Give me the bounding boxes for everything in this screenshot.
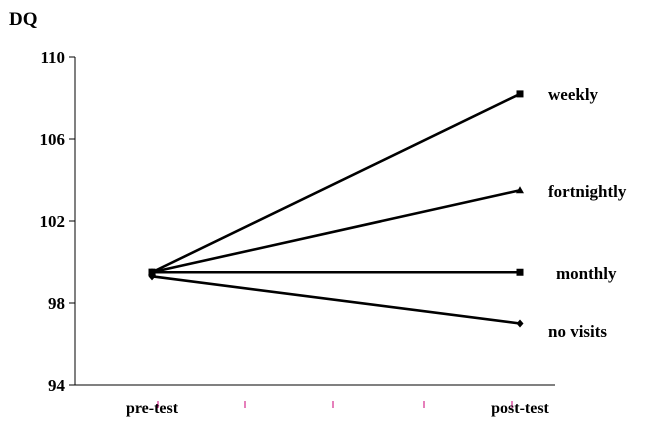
x-tick-label: post-test [491, 400, 549, 417]
y-tick-label: 102 [40, 212, 66, 231]
y-tick-label: 94 [48, 376, 66, 395]
series-fortnightly: fortnightly [148, 182, 627, 276]
data-point [516, 186, 524, 194]
y-ticks: 94 98 102 106 110 [40, 48, 75, 395]
series-line [151, 275, 521, 325]
series-line [151, 92, 521, 274]
data-point [516, 319, 524, 328]
data-point [516, 268, 524, 276]
series-group: weekly fortnightly monthly no visits [148, 85, 627, 341]
series-line [151, 188, 521, 274]
series-label: weekly [548, 85, 599, 104]
y-tick-label: 110 [40, 48, 65, 67]
data-point [516, 90, 524, 98]
y-axis-label: DQ [9, 9, 38, 30]
x-ticks: pre-test post-test [126, 400, 550, 417]
y-tick-label: 98 [48, 294, 65, 313]
x-tick-label: pre-test [126, 400, 179, 417]
data-point [148, 272, 156, 281]
series-label: monthly [556, 264, 617, 283]
y-tick-label: 106 [40, 130, 66, 149]
data-point [148, 268, 156, 276]
axes [74, 57, 555, 386]
series-weekly: weekly [148, 85, 599, 276]
series-no-visits: no visits [148, 272, 607, 341]
series-label: no visits [548, 322, 607, 341]
series-monthly: monthly [148, 264, 617, 283]
series-label: fortnightly [548, 182, 627, 201]
